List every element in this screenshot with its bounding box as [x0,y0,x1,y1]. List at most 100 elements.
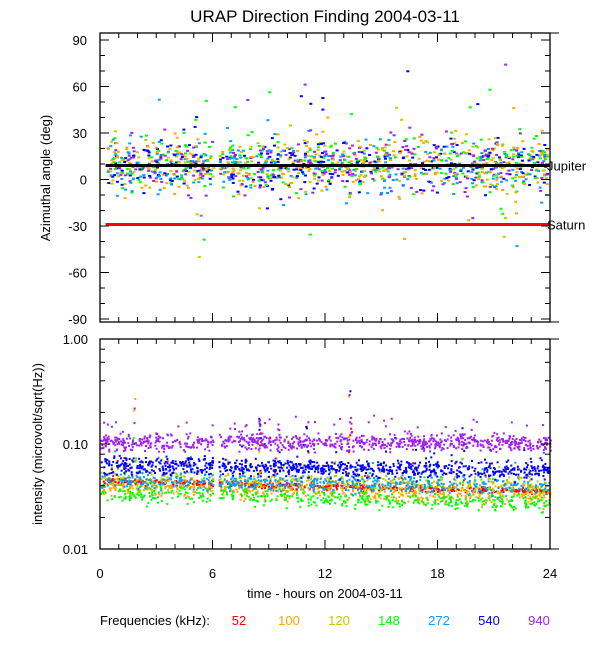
direction-point [400,118,404,121]
intensity-point-100 [405,492,408,495]
intensity-point-540 [191,468,194,471]
intensity-point-148 [545,500,548,503]
intensity-point-120 [340,476,343,478]
direction-point [111,138,115,141]
intensity-point-52 [210,484,213,487]
intensity-point-540 [438,465,440,468]
direction-point [521,172,525,175]
intensity-point-52 [361,487,364,490]
direction-point [184,166,188,169]
direction-point [170,180,174,182]
intensity-point-148 [479,498,482,501]
direction-point [251,181,255,183]
direction-point [250,131,254,134]
direction-point [360,151,364,154]
intensity-point-120 [240,477,243,480]
intensity-point-272 [429,491,432,494]
intensity-point-940 [110,425,113,428]
direction-point [364,138,368,141]
intensity-point-540 [165,472,168,475]
intensity-point-148 [531,502,534,505]
intensity-point-100 [220,488,223,491]
intensity-point-540 [513,467,516,470]
direction-point [410,152,414,155]
direction-point [291,176,295,179]
intensity-point-540 [205,471,208,473]
direction-point [537,143,541,145]
intensity-point-120 [506,479,508,481]
intensity-point-272 [378,484,380,487]
direction-point [452,175,456,178]
direction-point [545,153,549,156]
intensity-point-540 [307,470,310,473]
intensity-point-540 [536,472,539,475]
intensity-point-148 [270,498,273,501]
intensity-point-272 [103,475,106,477]
intensity-point-272 [413,477,416,480]
intensity-point-272 [162,478,165,481]
intensity-point-940 [185,433,188,436]
intensity-point-52 [295,488,298,491]
intensity-point-52 [456,488,459,491]
intensity-point-540 [488,474,490,477]
intensity-point-120 [523,494,526,497]
direction-point [273,175,277,178]
intensity-point-540 [241,469,244,472]
intensity-point-148 [325,498,328,501]
intensity-point-540 [305,427,308,430]
intensity-point-120 [111,466,114,469]
intensity-point-100 [151,489,153,492]
direction-point [231,170,235,173]
intensity-point-540 [477,472,480,475]
intensity-point-100 [331,491,334,494]
intensity-point-100 [539,495,542,498]
intensity-point-540 [125,458,128,461]
direction-point [175,152,179,155]
intensity-point-540 [277,460,280,463]
intensity-point-540 [415,448,417,451]
direction-point [138,168,142,171]
intensity-point-940 [275,438,278,441]
intensity-point-940 [441,446,444,449]
intensity-point-52 [343,487,346,489]
direction-point [288,152,292,154]
intensity-point-540 [498,475,501,478]
direction-point [180,177,184,180]
intensity-point-540 [128,463,131,466]
direction-point [302,162,306,165]
intensity-point-540 [277,466,280,469]
intensity-point-272 [229,486,231,488]
direction-point [327,180,331,183]
direction-point [483,172,487,175]
direction-point [231,149,235,152]
intensity-point-540 [302,443,305,446]
direction-point [492,173,496,176]
direction-point [465,195,469,198]
intensity-point-540 [445,465,448,468]
direction-point [209,155,213,158]
intensity-point-52 [137,481,140,484]
intensity-point-540 [179,461,182,464]
intensity-point-52 [353,486,356,489]
intensity-point-148 [297,496,300,499]
intensity-point-148 [487,497,490,500]
intensity-point-100 [390,496,393,499]
intensity-point-120 [164,479,167,482]
intensity-point-100 [238,486,240,489]
intensity-point-540 [171,460,174,462]
direction-point [312,187,316,190]
direction-point [257,161,261,164]
intensity-point-120 [174,472,177,475]
intensity-point-120 [523,483,526,486]
direction-point [343,159,347,162]
intensity-point-148 [509,500,512,502]
intensity-point-100 [321,491,323,494]
intensity-point-540 [407,476,410,478]
intensity-point-540 [268,475,270,478]
intensity-point-100 [170,484,173,487]
direction-point [262,186,266,189]
intensity-point-120 [279,479,282,482]
direction-point [431,189,434,192]
intensity-point-272 [140,483,143,486]
direction-point [485,158,489,160]
